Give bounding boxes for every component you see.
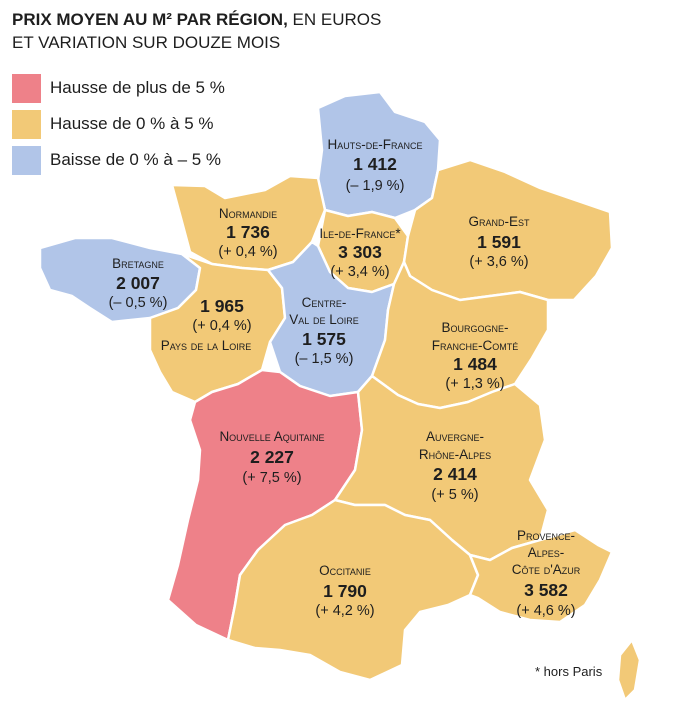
region-variation: (+ 7,5 %) <box>242 470 301 486</box>
region-variation: (+ 3,6 %) <box>469 254 528 270</box>
region-name-line1: Bourgogne- <box>441 320 508 335</box>
label-grand-est: Grand-Est 1 591 (+ 3,6 %) <box>468 214 530 270</box>
legend-label: Hausse de plus de 5 % <box>50 78 225 97</box>
legend-swatch-yellow <box>12 109 41 139</box>
legend-label: Hausse de 0 % à 5 % <box>50 114 214 133</box>
region-price: 2 414 <box>433 464 477 484</box>
region-name: Ile-de-France* <box>319 226 401 241</box>
map-title: PRIX MOYEN AU M² PAR RÉGION, EN EUROS ET… <box>12 8 381 54</box>
label-nouvelle-aquitaine: Nouvelle Aquitaine 2 227 (+ 7,5 %) <box>219 429 324 486</box>
title-line2: ET VARIATION SUR DOUZE MOIS <box>12 33 281 52</box>
region-variation: (– 1,5 %) <box>295 351 354 367</box>
region-name: Pays de la Loire <box>161 338 252 353</box>
region-variation: (+ 4,6 %) <box>516 603 575 619</box>
region-name: Hauts-de-France <box>328 137 423 152</box>
region-price: 1 965 <box>200 296 244 316</box>
region-price: 1 736 <box>226 222 270 242</box>
label-bretagne: Bretagne 2 007 (– 0,5 %) <box>109 256 168 311</box>
region-name-line1: Auvergne- <box>426 429 484 444</box>
region-name: Normandie <box>219 206 277 221</box>
label-pays-de-la-loire: 1 965 (+ 0,4 %) Pays de la Loire <box>161 296 252 353</box>
footnote: * hors Paris <box>535 664 603 679</box>
region-paca[interactable] <box>468 528 614 624</box>
label-hauts-de-france: Hauts-de-France 1 412 (– 1,9 %) <box>328 137 423 194</box>
label-paca: Provence- Alpes- Côte d'Azur 3 582 (+ 4,… <box>512 528 581 619</box>
region-corse[interactable] <box>616 638 642 701</box>
title-bold: PRIX MOYEN AU M² PAR RÉGION, <box>12 10 288 29</box>
title-rest: EN EUROS <box>287 10 382 29</box>
region-variation: (+ 3,4 %) <box>330 264 389 280</box>
region-name-line1: Centre- <box>302 295 347 310</box>
region-name-line1: Provence- <box>517 528 575 543</box>
region-name-line2: Rhône-Alpes <box>419 447 491 462</box>
region-price: 1 412 <box>353 154 397 174</box>
region-name: Grand-Est <box>468 214 530 229</box>
region-price: 1 575 <box>302 329 346 349</box>
label-bourgogne-franche-comte: Bourgogne- Franche-Comté 1 484 (+ 1,3 %) <box>432 320 519 392</box>
label-occitanie: Occitanie 1 790 (+ 4,2 %) <box>315 563 374 619</box>
region-grand-est[interactable] <box>402 158 614 302</box>
legend-item-forte-hausse: Hausse de plus de 5 % <box>12 70 225 106</box>
region-name-line2: Franche-Comté <box>432 338 519 353</box>
region-price: 1 484 <box>453 354 497 374</box>
region-price: 1 591 <box>477 232 521 252</box>
region-name: Bretagne <box>112 256 164 271</box>
region-price: 3 582 <box>524 580 568 600</box>
region-variation: (+ 1,3 %) <box>445 376 504 392</box>
legend-swatch-red <box>12 73 41 103</box>
region-price: 1 790 <box>323 581 367 601</box>
region-name-line2: Val de Loire <box>289 312 359 327</box>
legend-item-hausse: Hausse de 0 % à 5 % <box>12 106 225 142</box>
region-variation: (+ 4,2 %) <box>315 603 374 619</box>
legend-item-baisse: Baisse de 0 % à – 5 % <box>12 142 225 178</box>
label-normandie: Normandie 1 736 (+ 0,4 %) <box>218 206 277 260</box>
region-variation: (– 1,9 %) <box>346 178 405 194</box>
label-centre-val-de-loire: Centre- Val de Loire 1 575 (– 1,5 %) <box>289 295 359 367</box>
label-auvergne-rhone-alpes: Auvergne- Rhône-Alpes 2 414 (+ 5 %) <box>419 429 491 503</box>
legend: Hausse de plus de 5 % Hausse de 0 % à 5 … <box>12 70 225 178</box>
region-name-line3: Côte d'Azur <box>512 562 581 577</box>
region-name: Occitanie <box>319 563 371 578</box>
label-ile-de-france: Ile-de-France* 3 303 (+ 3,4 %) <box>319 226 401 280</box>
region-price: 3 303 <box>338 242 382 262</box>
region-price: 2 007 <box>116 273 160 293</box>
legend-swatch-blue <box>12 145 41 175</box>
region-price: 2 227 <box>250 447 294 467</box>
region-name: Nouvelle Aquitaine <box>219 429 324 444</box>
region-name-line2: Alpes- <box>528 545 565 560</box>
region-variation: (+ 0,4 %) <box>218 244 277 260</box>
region-variation: (+ 5 %) <box>431 487 478 503</box>
region-variation: (+ 0,4 %) <box>192 318 251 334</box>
region-variation: (– 0,5 %) <box>109 295 168 311</box>
legend-label: Baisse de 0 % à – 5 % <box>50 150 222 169</box>
